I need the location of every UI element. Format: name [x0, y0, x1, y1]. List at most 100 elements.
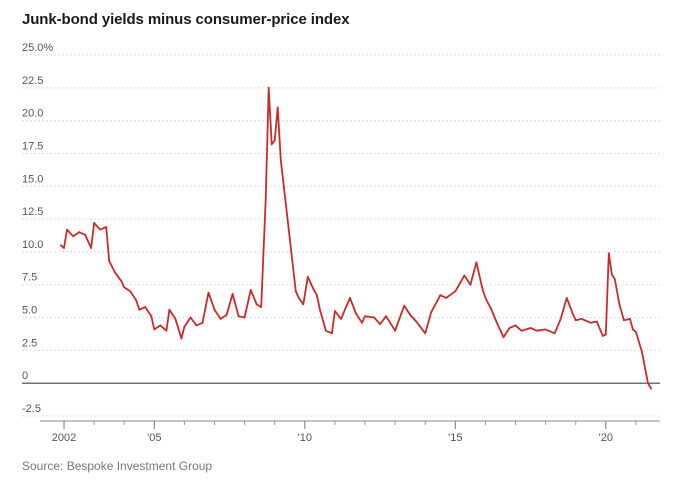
data-point: [243, 316, 246, 319]
data-point: [84, 233, 86, 236]
data-point: [635, 331, 637, 333]
data-point: [123, 286, 126, 289]
data-point: [105, 226, 108, 228]
data-point: [325, 329, 327, 332]
data-point: [260, 306, 263, 308]
data-point: [231, 293, 234, 295]
data-point: [108, 260, 111, 262]
data-point: [445, 297, 448, 299]
data-point: [415, 320, 418, 323]
y-tick-label: 7.5: [22, 272, 37, 284]
x-tick-label: 2002: [52, 432, 76, 444]
x-tick-label: '10: [298, 432, 312, 444]
y-tick-label: 25.0%: [22, 42, 53, 54]
x-tick-label: '20: [599, 432, 613, 444]
data-point: [144, 306, 147, 308]
data-point: [150, 315, 153, 318]
data-point: [159, 324, 162, 327]
data-point: [219, 318, 222, 320]
data-point: [481, 287, 484, 290]
data-point: [135, 299, 138, 302]
data-point: [279, 159, 282, 161]
data-point: [120, 279, 123, 282]
data-point: [225, 314, 228, 316]
data-point: [604, 333, 607, 336]
data-point: [647, 382, 649, 385]
data-point: [361, 321, 363, 324]
y-tick-label: 5.0: [22, 305, 37, 317]
data-point: [207, 291, 210, 294]
data-point: [63, 247, 65, 249]
y-tick-label: 10.0: [22, 239, 43, 251]
y-tick-label: 22.5: [22, 75, 43, 87]
data-point: [213, 308, 216, 311]
data-point: [394, 329, 396, 332]
data-point: [78, 231, 80, 234]
data-point: [490, 308, 493, 311]
data-point: [174, 318, 177, 320]
data-point: [302, 303, 305, 306]
data-point: [267, 86, 270, 89]
data-point: [180, 337, 183, 340]
data-point: [195, 324, 198, 327]
data-point: [284, 198, 287, 201]
y-tick-label: -2.5: [22, 403, 41, 415]
data-point: [424, 332, 427, 335]
series-layer: [60, 86, 652, 390]
data-point: [255, 303, 258, 306]
data-point: [469, 283, 472, 286]
data-point: [201, 321, 204, 324]
data-point: [454, 290, 457, 293]
data-point: [629, 318, 631, 320]
grid-lines: [22, 54, 660, 417]
data-point: [595, 320, 598, 323]
data-point: [559, 318, 562, 320]
data-point: [650, 387, 652, 390]
data-point: [349, 297, 351, 299]
data-point: [618, 303, 621, 306]
data-point: [463, 274, 466, 277]
data-point: [430, 311, 433, 314]
data-point: [553, 332, 556, 335]
data-point: [72, 235, 74, 238]
data-point: [340, 318, 342, 320]
data-point: [355, 312, 357, 315]
data-point: [331, 332, 333, 335]
data-point: [165, 329, 168, 332]
data-point: [385, 315, 387, 318]
data-point: [574, 319, 577, 322]
data-point: [610, 273, 613, 276]
y-tick-label: 0: [22, 370, 28, 382]
source-note: Source: Bespoke Investment Group: [22, 459, 213, 473]
data-point: [60, 244, 62, 247]
data-point: [306, 276, 309, 278]
data-point: [249, 289, 252, 291]
data-point: [529, 327, 532, 329]
data-point: [364, 315, 366, 318]
data-point: [168, 308, 171, 311]
x-tick-label: '15: [448, 432, 462, 444]
data-point: [93, 222, 95, 224]
data-point: [183, 325, 186, 328]
data-point: [589, 321, 592, 324]
data-point: [508, 327, 511, 329]
y-tick-label: 17.5: [22, 140, 43, 152]
data-point: [334, 310, 336, 312]
data-point: [535, 329, 538, 332]
data-point: [514, 324, 517, 327]
data-point: [520, 329, 523, 332]
data-point: [153, 328, 156, 331]
data-point: [623, 319, 625, 322]
data-point: [237, 315, 240, 318]
data-point: [409, 314, 412, 316]
data-point: [319, 308, 321, 311]
data-point: [439, 294, 442, 297]
data-point: [373, 316, 375, 319]
data-point: [288, 237, 291, 240]
data-point: [614, 278, 616, 281]
y-tick-label: 15.0: [22, 173, 43, 185]
x-axis: 2002 '05 '10 '15 '20: [40, 420, 660, 444]
data-point: [632, 328, 634, 331]
data-point: [90, 247, 92, 249]
